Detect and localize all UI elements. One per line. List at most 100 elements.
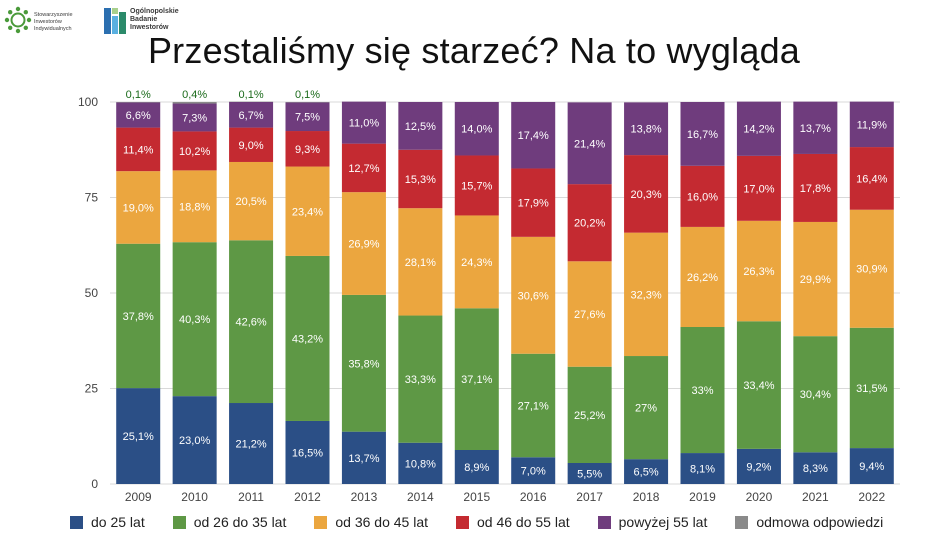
data-label: 33,3% <box>405 374 436 386</box>
obi-logo-text: Ogólnopolskie Badanie Inwestorów <box>130 8 179 32</box>
data-label: 8,9% <box>464 462 489 474</box>
x-tick-label: 2017 <box>576 490 603 504</box>
bar-segment <box>624 356 669 460</box>
legend-label: od 36 do 45 lat <box>335 514 428 530</box>
legend-label: powyżej 55 lat <box>618 514 708 530</box>
data-label: 17,8% <box>800 183 831 195</box>
data-label: 9,4% <box>859 461 884 473</box>
data-label: 25,1% <box>123 431 154 443</box>
data-label: 43,2% <box>292 333 323 345</box>
bar-segment <box>567 102 612 185</box>
bar-segment <box>567 366 612 463</box>
bar-segment <box>793 221 838 337</box>
bar-segment <box>567 184 612 262</box>
data-label: 7,5% <box>295 112 320 124</box>
bar-segment <box>285 166 330 256</box>
data-label: 7,0% <box>521 466 546 478</box>
bar-segment <box>680 226 725 327</box>
data-label: 11,4% <box>123 144 154 156</box>
x-tick-label: 2015 <box>463 490 490 504</box>
bar-segment <box>116 171 161 244</box>
data-label: 8,3% <box>803 463 828 475</box>
legend-swatch <box>597 515 611 529</box>
data-label: 24,3% <box>461 257 492 269</box>
bar-segment <box>285 420 330 484</box>
sii-logo-icon <box>4 6 32 34</box>
bar-segment <box>116 127 161 172</box>
data-label: 31,5% <box>856 383 887 395</box>
bar-segment <box>849 327 894 449</box>
bar-segment <box>172 396 217 484</box>
bar-segment <box>172 131 217 171</box>
bar-segment <box>736 101 781 156</box>
data-label: 8,1% <box>690 464 715 476</box>
obi-logo-icon <box>104 8 126 34</box>
data-label: 11,0% <box>349 118 380 130</box>
x-tick-label: 2016 <box>520 490 547 504</box>
data-label: 14,0% <box>461 124 492 136</box>
data-label: 37,8% <box>123 311 154 323</box>
data-label: 6,7% <box>239 110 264 122</box>
legend-item: odmowa odpowiedzi <box>735 514 883 530</box>
x-tick-label: 2013 <box>351 490 378 504</box>
data-label: 33,4% <box>743 380 774 392</box>
bar-segment <box>454 450 499 484</box>
data-label: 20,3% <box>630 189 661 201</box>
sii-logo-line: Indywidualnych <box>34 26 72 32</box>
data-label: 6,5% <box>634 467 659 479</box>
bar-segment <box>172 102 217 104</box>
data-label: 28,1% <box>405 257 436 269</box>
legend-item: od 46 do 55 lat <box>456 514 570 530</box>
bar-segment <box>398 208 443 316</box>
bar-segment <box>341 431 386 484</box>
data-label: 13,8% <box>630 124 661 136</box>
legend-swatch <box>70 515 83 529</box>
data-label: 16,0% <box>687 191 718 203</box>
bar-segment <box>285 131 330 167</box>
bar-segment <box>680 165 725 227</box>
x-tick-label: 2012 <box>294 490 321 504</box>
bar-segment <box>398 442 443 484</box>
data-label: 35,8% <box>348 358 379 370</box>
bar-segment <box>116 243 161 389</box>
data-label: 17,0% <box>743 183 774 195</box>
data-label: 27% <box>635 403 657 415</box>
data-label: 21,2% <box>235 439 266 451</box>
x-tick-label: 2011 <box>238 490 264 504</box>
data-label: 19,0% <box>123 202 154 214</box>
legend-label: do 25 lat <box>91 514 145 530</box>
legend-swatch <box>735 515 749 529</box>
bar-segment <box>341 294 386 432</box>
obi-logo-line: Ogólnopolskie <box>130 8 179 15</box>
bar-segment <box>172 242 217 397</box>
bar-segment <box>736 220 781 322</box>
data-label: 12,5% <box>405 121 436 133</box>
data-label: 20,5% <box>235 196 266 208</box>
sii-logo-line: Inwestorów <box>34 19 62 25</box>
bar-segment <box>736 155 781 221</box>
data-label: 18,8% <box>179 201 210 213</box>
data-label: 15,3% <box>405 174 436 186</box>
data-label: 17,9% <box>518 198 549 210</box>
data-label: 16,5% <box>292 447 323 459</box>
data-label: 26,3% <box>743 266 774 278</box>
data-label: 23,4% <box>292 206 323 218</box>
bar-segment <box>511 236 556 354</box>
obi-logo-line: Badanie <box>130 16 158 23</box>
legend-swatch <box>172 515 186 529</box>
bar-segment <box>229 161 274 241</box>
bar-segment <box>229 102 274 128</box>
data-label: 0,1% <box>295 89 320 101</box>
bar-segment <box>454 308 499 451</box>
chart-legend: do 25 lat od 26 do 35 lat od 36 do 45 lat o… <box>70 514 940 530</box>
data-label: 10,2% <box>179 146 210 158</box>
bar-segment <box>624 232 669 357</box>
bar-segment <box>341 192 386 295</box>
data-label: 26,2% <box>687 272 718 284</box>
bar-segment <box>567 261 612 367</box>
data-label: 33% <box>691 385 713 397</box>
bar-segment <box>793 336 838 453</box>
legend-item: do 25 lat <box>70 514 145 530</box>
bar-segment <box>229 403 274 484</box>
bar-segment <box>285 102 330 132</box>
